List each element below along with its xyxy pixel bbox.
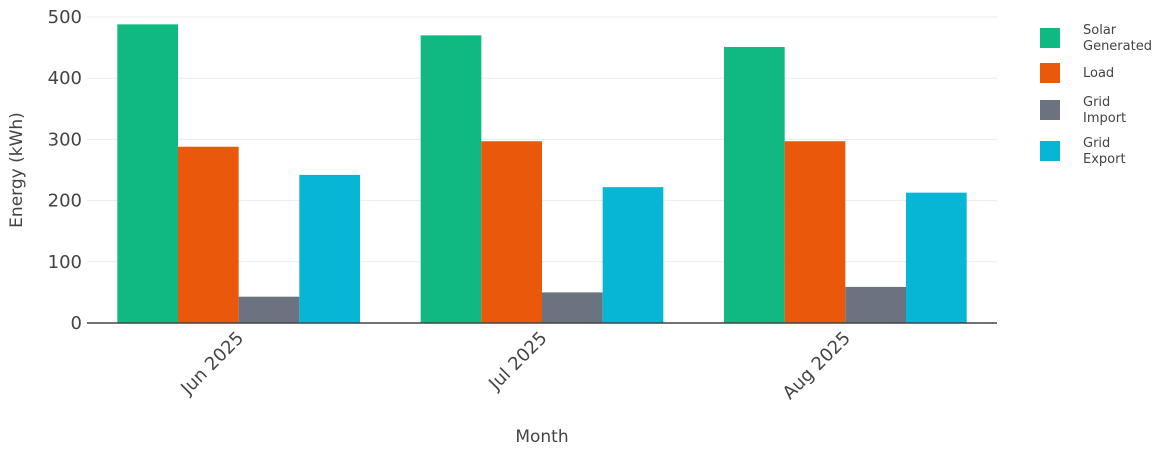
legend-label: Export <box>1083 152 1126 167</box>
legend-swatch <box>1040 100 1060 120</box>
x-tick-label: Jun 2025 <box>176 328 248 400</box>
legend-swatch <box>1040 141 1060 161</box>
bar-grid-import[interactable] <box>238 296 300 323</box>
legend-item-load[interactable]: Load <box>1040 63 1114 83</box>
legend-label: Import <box>1083 111 1126 126</box>
bar-solar-generated[interactable] <box>420 35 482 324</box>
bar-grid-import[interactable] <box>845 286 906 323</box>
y-tick-label: 400 <box>48 68 82 89</box>
bar-grid-export[interactable] <box>906 192 967 323</box>
legend-swatch <box>1040 28 1060 48</box>
legend-label: Grid <box>1083 136 1110 151</box>
bar-grid-export[interactable] <box>602 187 664 323</box>
legend-label: Grid <box>1083 95 1110 110</box>
bar-grid-export[interactable] <box>299 174 360 323</box>
y-tick-label: 200 <box>48 191 82 212</box>
bar-load[interactable] <box>481 141 542 323</box>
legend-label: Generated <box>1083 39 1152 54</box>
y-axis-title: Energy (kWh) <box>7 112 27 228</box>
x-axis-title: Month <box>515 427 568 447</box>
bar-load[interactable] <box>784 141 846 323</box>
bar-grid-import[interactable] <box>542 292 603 323</box>
y-tick-label: 0 <box>71 313 82 334</box>
legend-swatch <box>1040 63 1060 83</box>
bar-solar-generated[interactable] <box>724 46 785 323</box>
legend-label: Load <box>1083 66 1114 81</box>
x-tick-label: Aug 2025 <box>779 328 855 404</box>
legend-label: Solar <box>1083 23 1117 38</box>
y-tick-label: 500 <box>48 7 82 28</box>
x-tick-label: Jul 2025 <box>484 328 551 395</box>
y-tick-label: 300 <box>48 129 82 150</box>
bar-solar-generated[interactable] <box>117 24 178 324</box>
bar-load[interactable] <box>178 146 239 323</box>
y-tick-label: 100 <box>48 252 82 273</box>
bars <box>117 24 967 324</box>
